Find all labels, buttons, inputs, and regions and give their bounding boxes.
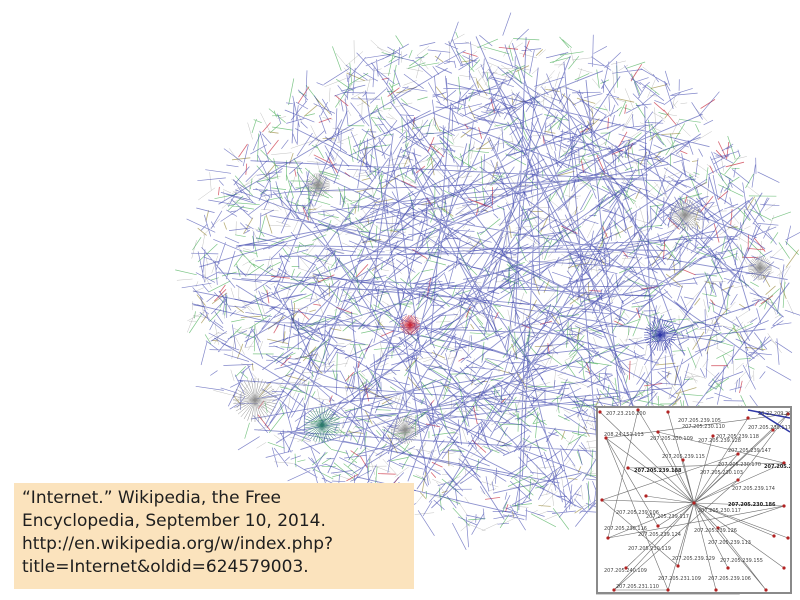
inset-node (656, 430, 660, 434)
inset-node (612, 588, 616, 592)
inset-node (600, 498, 604, 502)
ip-label: 207.205.240.109 (604, 568, 647, 574)
citation-line-1: “Internet.” Wikipedia, the Free (22, 488, 282, 508)
ip-label: 207.205.230.117 (698, 508, 741, 514)
inset-node (606, 536, 610, 540)
zoomed-inset: 23.22.209.29 207.23.210.200 207.205.239.10… (596, 406, 792, 594)
inset-graph (598, 408, 790, 592)
inset-node (636, 408, 640, 412)
ip-label: 207.205.239.100 (764, 464, 792, 470)
inset-node (716, 526, 720, 530)
ip-label: 207.205.239.106 (616, 510, 659, 516)
inset-node (764, 588, 768, 592)
inset-node (711, 434, 715, 438)
ip-label: 207.205.239.129 (672, 556, 715, 562)
ip-label: 207.205.239.115 (662, 454, 705, 460)
ip-label: 207.205.239.105 (678, 418, 721, 424)
inset-node (736, 452, 740, 456)
ip-label: 207.205.239.128 (698, 438, 741, 444)
inset-node (786, 412, 790, 416)
inset-node (782, 566, 786, 570)
citation-line-2: Encyclopedia, September 10, 2014. (22, 511, 326, 531)
ip-label: 207.205.230.103 (700, 470, 743, 476)
ip-label: 207.205.230.186 (728, 502, 776, 508)
ip-label: 207.205.239.106 (708, 576, 751, 582)
ip-label: 207.205.239.117 (646, 514, 689, 520)
ip-label: 207.205.239.188 (634, 468, 682, 474)
inset-node (656, 524, 660, 528)
ip-label: 207.205.231.110 (616, 584, 659, 590)
ip-label: 207.205.231.109 (658, 576, 701, 582)
inset-node (782, 504, 786, 508)
inset-node (786, 536, 790, 540)
ip-label: 208.24.151.113 (604, 432, 644, 438)
inset-node (624, 566, 628, 570)
ip-label: 207.205.239.155 (720, 558, 763, 564)
inset-node (772, 534, 776, 538)
inset-node (666, 410, 670, 414)
ip-label: 207.205.239.117 (748, 425, 791, 431)
ip-label: 207.205.239.174 (732, 486, 775, 492)
citation-line-4: title=Internet&oldid=624579003. (22, 557, 309, 577)
inset-node (598, 410, 602, 414)
inset-node (666, 588, 670, 592)
inset-node (782, 461, 786, 465)
ip-label: 207.205.230.170 (718, 462, 761, 468)
ip-label: 207.205.239.113 (708, 540, 751, 546)
inset-node (676, 564, 680, 568)
inset-node (681, 458, 685, 462)
inset-node (644, 494, 648, 498)
inset-node (626, 466, 630, 470)
ip-label: 207.205.230.110 (682, 424, 725, 430)
ip-label: 207.205.230.119 (628, 546, 671, 552)
ip-label: 207.205.239.124 (638, 532, 681, 538)
inset-node (771, 428, 775, 432)
ip-label: 207.23.210.200 (606, 411, 646, 417)
citation-line-3: http://en.wikipedia.org/w/index.php? (22, 534, 334, 554)
ip-label: 207.205.239.126 (694, 528, 737, 534)
inset-node (726, 566, 730, 570)
inset-node (604, 436, 608, 440)
ip-label: 207.205.230.116 (604, 526, 647, 532)
inset-node (746, 416, 750, 420)
ip-label: 207.205.239.147 (728, 448, 771, 454)
inset-node (714, 588, 718, 592)
inset-node (692, 501, 696, 505)
ip-label: 207.205.230.109 (650, 436, 693, 442)
inset-node (736, 478, 740, 482)
citation-box: “Internet.” Wikipedia, the Free Encyclop… (14, 483, 414, 589)
ip-label: 207.205.239.118 (716, 434, 759, 440)
ip-label: 23.22.209.29 (758, 411, 792, 417)
